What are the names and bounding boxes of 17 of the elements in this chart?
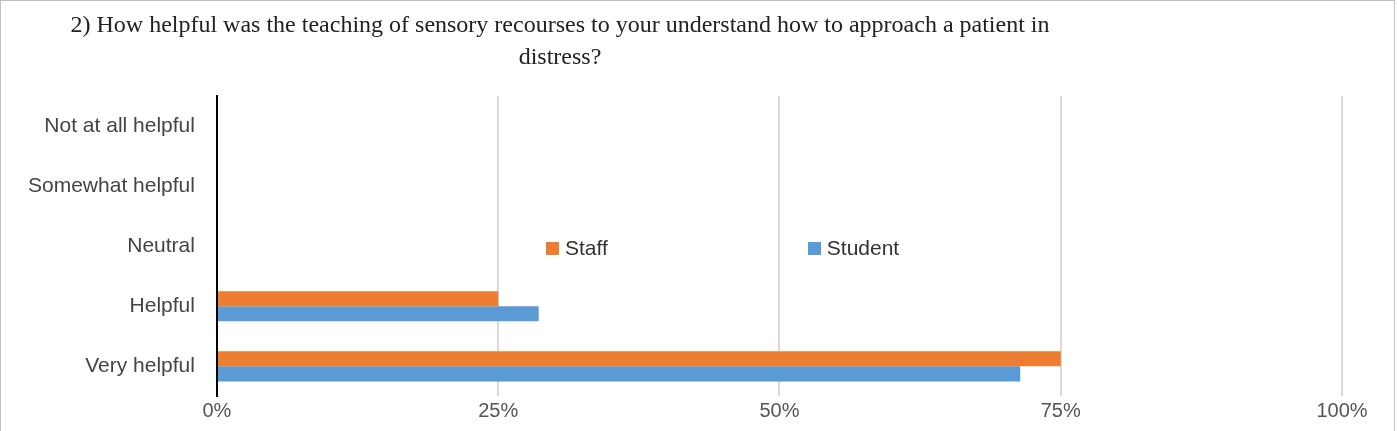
y-tick-label: Neutral xyxy=(127,233,195,256)
y-tick-label: Very helpful xyxy=(85,353,195,377)
bar xyxy=(217,291,499,307)
x-tick-label: 25% xyxy=(478,398,519,421)
y-tick-label: Not at all helpful xyxy=(44,112,195,136)
bar xyxy=(217,351,1061,367)
chart-title: 2) How helpful was the teaching of sensory recourses to your understand how to approach a patient in distress? xyxy=(69,10,1051,71)
x-tick-label: 100% xyxy=(1316,398,1368,421)
x-tick-label: 0% xyxy=(202,398,232,421)
x-tick-label: 50% xyxy=(759,398,800,421)
y-tick-label: Somewhat helpful xyxy=(28,172,195,196)
legend-label: Staff xyxy=(564,236,608,260)
x-tick-label: 75% xyxy=(1040,398,1081,421)
bar xyxy=(217,306,539,322)
y-tick-label: Helpful xyxy=(129,293,195,317)
bar xyxy=(217,366,1021,382)
legend-label: Student xyxy=(825,236,900,260)
